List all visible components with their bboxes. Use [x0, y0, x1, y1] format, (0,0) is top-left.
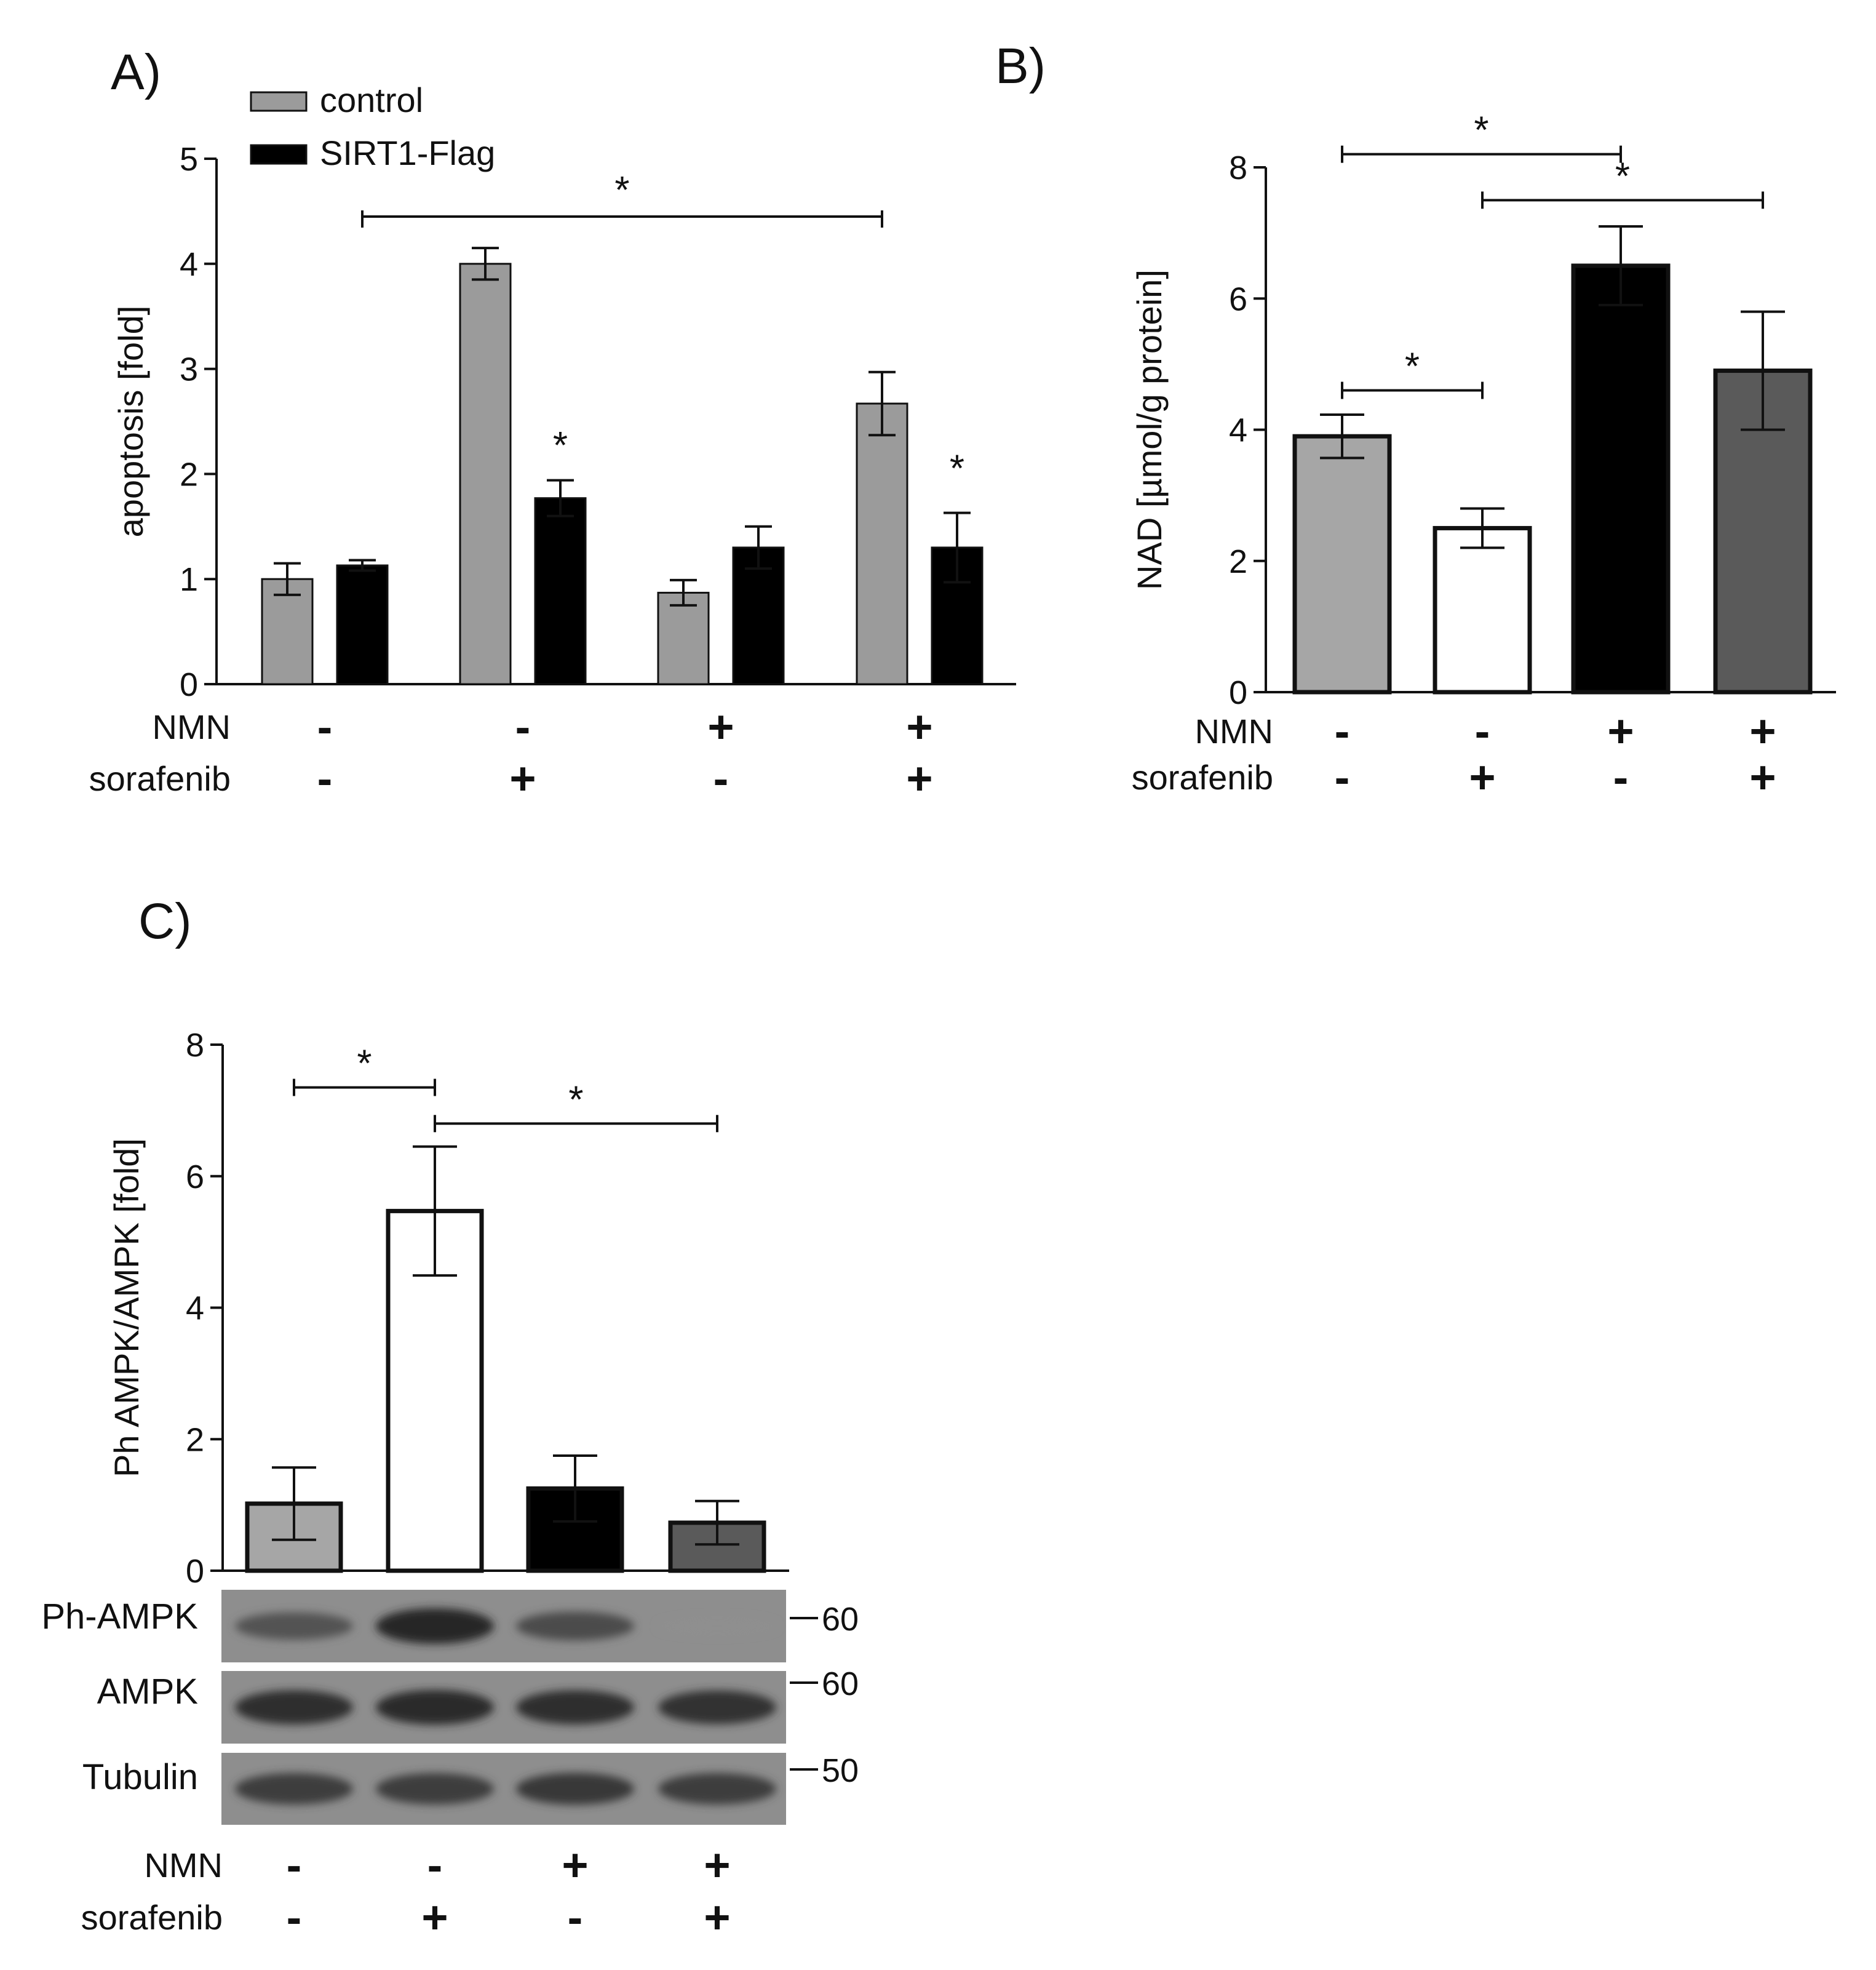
condition-plus: +	[906, 753, 932, 804]
condition-plus: +	[562, 1840, 588, 1891]
condition-label-NMN: NMN	[1194, 712, 1273, 751]
y-axis-title: Ph AMPK/AMPK [fold]	[107, 1138, 146, 1477]
condition-label-sorafenib: sorafenib	[89, 759, 231, 798]
legend-label: SIRT1-Flag	[320, 134, 495, 172]
blot-label: Tubulin	[82, 1757, 198, 1797]
y-tick-label: 1	[180, 561, 198, 598]
condition-minus: -	[317, 753, 333, 804]
blot-band	[376, 1608, 494, 1644]
condition-minus: -	[568, 1892, 583, 1943]
y-tick-label: 0	[186, 1553, 204, 1590]
legend-swatch-sirt1-flag	[250, 144, 308, 165]
y-tick-label: 2	[186, 1421, 204, 1458]
bar	[1292, 434, 1392, 695]
y-tick-label: 8	[1229, 150, 1247, 186]
panel-label: A)	[111, 44, 161, 100]
y-tick-label: 2	[180, 456, 198, 493]
y-axis-title: NAD [µmol/g protein]	[1130, 269, 1169, 590]
y-tick-label: 6	[186, 1158, 204, 1195]
blot-band	[235, 1773, 353, 1805]
blot-band	[658, 1690, 776, 1725]
condition-plus: +	[1749, 706, 1776, 757]
bar-sirt1-flag	[534, 497, 587, 685]
significance-star: *	[357, 1042, 372, 1085]
condition-minus: -	[1335, 706, 1350, 757]
panel-a-apoptosis-chart: 0 1 2 3 4 5 apoptosis [fold] A) * * * control SIRT1-…	[89, 44, 1016, 804]
condition-plus: +	[1607, 706, 1634, 757]
y-tick-label: 5	[180, 141, 198, 178]
blot-label: AMPK	[97, 1672, 199, 1712]
blot-band	[516, 1690, 634, 1725]
condition-label-NMN: NMN	[152, 708, 231, 746]
mw-marker-label: 60	[822, 1601, 859, 1638]
blot-band	[376, 1773, 494, 1805]
blot-band	[516, 1773, 634, 1805]
condition-plus: +	[704, 1892, 730, 1943]
blot-band	[235, 1690, 353, 1725]
blot-band	[658, 1773, 776, 1805]
condition-plus: +	[1469, 752, 1495, 803]
y-tick-label: 0	[180, 666, 198, 703]
condition-minus: -	[713, 753, 729, 804]
condition-plus: +	[704, 1840, 730, 1891]
significance-star: *	[1615, 155, 1630, 197]
significance-star: *	[614, 169, 629, 212]
condition-plus: +	[421, 1892, 448, 1943]
y-tick-label: 3	[180, 351, 198, 388]
bar-sirt1-flag	[336, 564, 389, 685]
y-tick-label: 0	[1229, 674, 1247, 711]
y-tick-label: 4	[180, 246, 198, 283]
condition-minus: -	[427, 1840, 443, 1891]
significance-star: *	[950, 447, 964, 490]
bar-control	[261, 578, 314, 685]
y-tick-label: 4	[1229, 412, 1247, 449]
bar	[1433, 525, 1532, 695]
condition-plus: +	[906, 701, 932, 752]
condition-minus: -	[1613, 752, 1629, 803]
blot-band	[235, 1612, 353, 1640]
bar-control	[856, 402, 908, 685]
condition-minus: -	[1475, 706, 1490, 757]
significance-star: *	[553, 425, 568, 467]
condition-minus: -	[317, 701, 333, 752]
blot-label: Ph-AMPK	[41, 1597, 198, 1637]
condition-minus: -	[287, 1892, 302, 1943]
bar-control	[657, 591, 710, 685]
panel-label: B)	[995, 38, 1046, 94]
blot-band	[516, 1611, 634, 1641]
condition-minus: -	[1335, 752, 1350, 803]
mw-marker-label: 60	[822, 1665, 859, 1702]
panel-label: C)	[138, 893, 192, 949]
significance-star: *	[568, 1079, 583, 1121]
blot-band	[658, 1617, 776, 1635]
y-axis-title: apoptosis [fold]	[111, 306, 150, 538]
bar-control	[459, 263, 512, 685]
condition-label-sorafenib: sorafenib	[1132, 758, 1273, 797]
condition-minus: -	[515, 701, 531, 752]
y-tick-label: 6	[1229, 281, 1247, 317]
mw-marker-label: 50	[822, 1752, 859, 1789]
condition-plus: +	[1749, 752, 1776, 803]
blot-band	[376, 1689, 494, 1725]
significance-star: *	[1405, 346, 1420, 388]
condition-label-sorafenib: sorafenib	[81, 1898, 223, 1937]
bar	[1571, 263, 1671, 695]
condition-plus: +	[707, 701, 734, 752]
y-tick-label: 8	[186, 1027, 204, 1064]
legend-swatch-control	[250, 91, 308, 112]
legend-label: control	[320, 81, 423, 119]
significance-star: *	[1474, 110, 1488, 152]
y-tick-label: 2	[1229, 543, 1247, 580]
bar-sirt1-flag	[732, 546, 785, 685]
y-tick-label: 4	[186, 1290, 204, 1327]
condition-plus: +	[509, 753, 536, 804]
condition-minus: -	[287, 1840, 302, 1891]
condition-label-NMN: NMN	[144, 1846, 223, 1884]
